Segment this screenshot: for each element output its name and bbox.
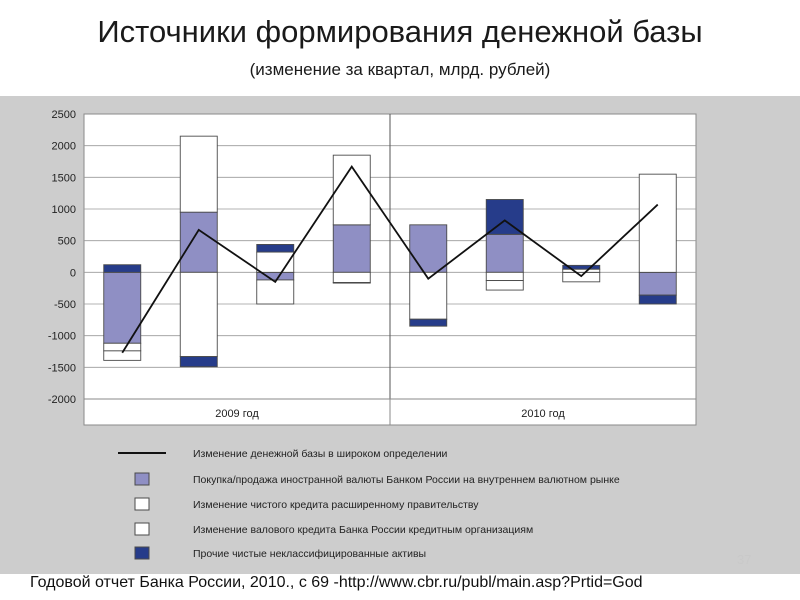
legend: Изменение денежной базы в широком опреде… <box>118 448 620 560</box>
bar-segment <box>179 135 218 213</box>
y-tick-label: 0 <box>70 267 76 279</box>
y-tick-label: 500 <box>58 236 76 248</box>
bar-segment <box>256 279 295 305</box>
group-label: 2010 год <box>521 408 565 420</box>
source-footer: Годовой отчет Банка России, 2010., с 69 … <box>30 574 643 591</box>
y-tick-label: -500 <box>54 299 76 311</box>
bar-segment <box>332 271 371 283</box>
bar-segment <box>485 271 524 282</box>
chart-panel: 2500 2000 1500 1000 500 0 -500 -1000 -1500 -2000 … <box>0 96 800 574</box>
bars <box>103 135 677 368</box>
bar-segment <box>638 271 677 296</box>
legend-swatch <box>134 497 150 511</box>
chart-svg: 25002000150010005000-500-1000-1500-2000 … <box>48 109 697 560</box>
y-tick-label: 2500 <box>52 109 76 121</box>
bar-segment <box>103 342 142 352</box>
bar-segment <box>638 294 677 305</box>
bar-segment <box>103 350 142 361</box>
legend-label: Покупка/продажа иностранной валюты Банко… <box>193 474 620 486</box>
bar-segment <box>103 264 142 273</box>
line-series <box>121 164 659 354</box>
bar-segment <box>485 233 524 273</box>
legend-label: Изменение чистого кредита расширенному п… <box>193 499 479 511</box>
bar-segment <box>562 268 601 273</box>
x-groups: 2009 год 2010 год <box>83 398 697 426</box>
page-title: Источники формирования денежной базы <box>97 14 703 49</box>
legend-label: Прочие чистые неклассифицированные актив… <box>193 548 426 560</box>
y-tick-label: 1000 <box>52 204 76 216</box>
bar-segment <box>179 356 218 368</box>
bar-segment <box>256 244 295 253</box>
bar-segment <box>409 224 448 273</box>
legend-swatch <box>134 472 150 486</box>
bar-segment <box>332 282 371 284</box>
page-number: 37 <box>737 552 752 567</box>
bar-segment <box>562 264 601 270</box>
bar-segment <box>179 271 218 358</box>
bar-segment <box>332 224 371 273</box>
y-tick-label: -1500 <box>48 362 76 374</box>
y-tick-label: 1500 <box>52 172 76 184</box>
bar-segment <box>409 271 448 320</box>
bar-segment <box>409 318 448 327</box>
legend-label: Изменение валового кредита Банка России … <box>193 524 533 536</box>
bar-segment <box>638 173 677 273</box>
bar-segment <box>179 211 218 273</box>
legend-swatch <box>134 546 150 560</box>
line-monetary-base <box>121 164 659 354</box>
legend-label: Изменение денежной базы в широком опреде… <box>193 448 448 460</box>
y-tick-label: -2000 <box>48 394 76 406</box>
bar-segment <box>485 280 524 291</box>
y-axis: 2500 2000 1500 1000 500 0 -500 -1000 -1500 -2000 <box>48 109 76 406</box>
group-label: 2009 год <box>215 408 259 420</box>
page-subtitle: (изменение за квартал, млрд. рублей) <box>249 60 551 79</box>
legend-swatch <box>134 522 150 536</box>
y-tick-label: -1000 <box>48 331 76 343</box>
y-tick-label: 2000 <box>52 141 76 153</box>
